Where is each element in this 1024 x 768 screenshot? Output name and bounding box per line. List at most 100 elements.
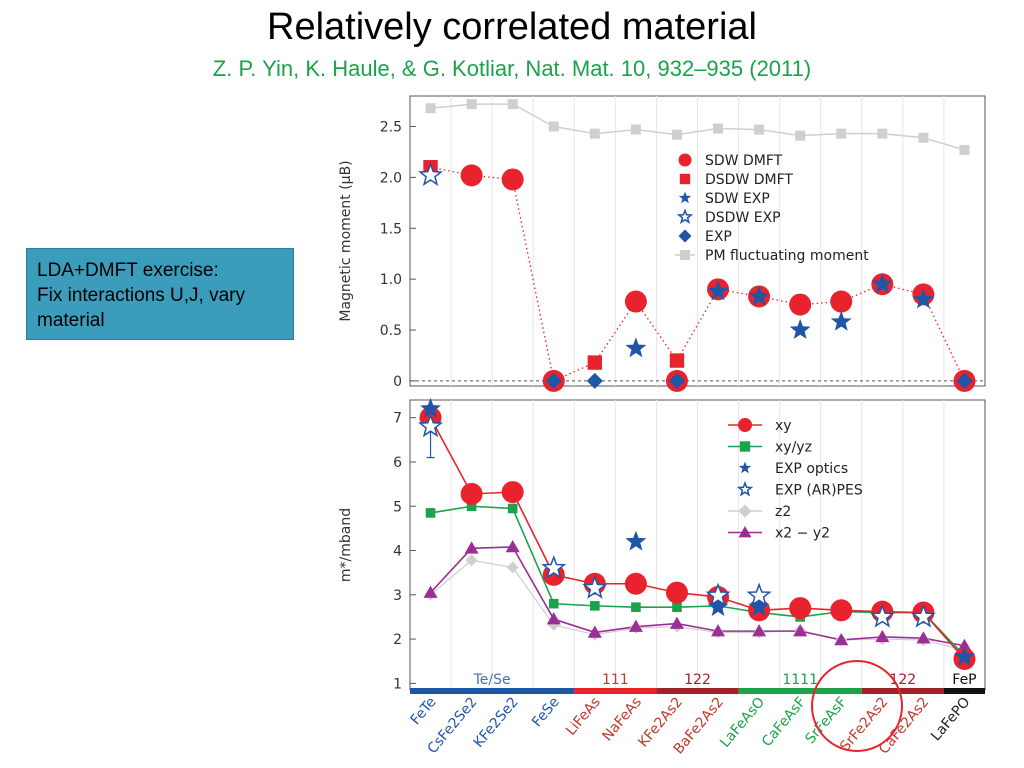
group-label: FeP [952,672,976,688]
group-bar [861,688,944,694]
moment-point-square [587,355,603,370]
mass-point-star-open [910,603,936,628]
mass-point-triangle [505,539,520,553]
mass-ytick-label: 3 [393,588,402,604]
legend-marker-diamond [678,229,692,243]
moment-point-square-line [425,103,436,114]
mass-point-triangle [546,612,561,625]
mass-point-star-open [541,555,567,579]
group-label: 122 [684,672,711,688]
mass-point-triangle [875,629,890,643]
mass-point-star [420,397,441,418]
legend-marker-diamond-line [738,504,752,518]
moment-point-square-line [918,132,929,143]
mass-point-triangle [957,638,972,651]
mass-point-square [631,602,641,613]
mass-ytick-label: 7 [393,411,402,427]
mass-point-square [507,503,518,514]
mass-ytick-label: 5 [393,499,402,515]
mass-point-square [590,601,600,611]
legend-entry: DSDW EXP [705,210,781,226]
group-bar [943,688,985,694]
legend-marker-circle [678,153,692,167]
legend-marker-square-line [680,250,690,260]
series-line-triangle [429,546,965,647]
mass-point-triangle [711,624,726,637]
mass-ytick-label: 1 [393,676,402,692]
moment-point-star [789,319,811,339]
mass-point-star [748,596,770,617]
group-bar [410,688,575,694]
legend-entry: x2 − y2 [775,526,830,542]
legend-marker-star [738,461,752,474]
moment-point-star [912,288,934,309]
mass-point-circle [624,572,647,595]
mass-point-star-open [418,413,444,438]
moment-ytick-label: 2.0 [380,170,402,186]
dmft-dotted-link [430,166,966,382]
moment-point-square-line [836,128,847,139]
moment-point-square-line [959,144,970,155]
group-label: 1111 [782,672,818,688]
legend-entry: EXP (AR)PES [775,483,863,499]
highlight-circle [811,660,903,752]
mass-point-star [625,530,647,551]
note-line: LDA+DMFT exercise: [37,260,219,281]
legend-entry: SDW DMFT [705,153,783,169]
moment-point-square-line [671,129,682,140]
chart-figure: 0 0.5 1.0 1.5 2.0 2.5 Magnetic moment (μB) SDW … [338,95,986,757]
slide-title: Relatively correlated material [267,6,757,48]
material-axis: Te/Se 111 122 1111 122 FePFeTeCsFe2Se2KFe2Se2… [408,672,985,757]
moment-point-star [625,337,647,358]
mass-point-star [954,645,975,666]
legend-marker-circle [738,418,752,432]
legend-marker-triangle [738,526,752,538]
mass-ytick-label: 6 [393,455,402,471]
moment-point-circle [830,290,853,313]
moment-point-square-line [507,99,518,110]
note-line: material [37,310,105,331]
legend-entry: xy [775,418,792,434]
mass-ytick-label: 4 [393,544,402,560]
legend-entry: PM fluctuating moment [705,248,869,264]
moment-point-square-line [754,124,765,135]
mass-point-star-open [705,582,731,607]
group-bar [656,688,739,694]
moment-point-square-line [548,121,559,132]
moment-point-square-line [466,99,477,110]
moment-point-square [669,353,685,368]
group-label: Te/Se [473,672,511,688]
moment-ytick-label: 1.0 [380,272,402,288]
moment-point-star [748,285,770,306]
moment-ytick-label: 0 [393,374,402,390]
moment-point-square-line [795,130,806,141]
mass-point-circle [789,597,812,620]
mass-point-star [707,596,729,617]
note-line: Fix interactions U,J, vary [37,285,245,306]
legend-marker-star [678,191,692,204]
moment-point-circle [789,293,812,316]
pm-moment-line [430,103,965,151]
mass-ytick-label: 2 [393,632,402,648]
group-bar [574,688,657,694]
moment-point-diamond [545,372,562,389]
legend-marker-square [739,441,751,452]
legend-entry: z2 [775,504,791,520]
mass-point-square [425,508,436,518]
mass-point-triangle [916,631,931,644]
mass-point-square [466,501,477,512]
group-label: 111 [602,672,629,688]
moment-point-star [707,280,729,301]
mass-ylabel: m*/mband [338,508,354,582]
legend-entry: xy/yz [775,440,812,456]
moment-point-square-line [589,128,600,139]
citation: Z. P. Yin, K. Haule, & G. Kotliar, Nat. … [212,56,812,81]
mass-point-triangle [793,624,808,637]
mass-point-triangle [834,632,849,646]
legend-marker-square [679,173,691,185]
legend-entry: EXP optics [775,461,848,477]
mass-point-triangle [587,625,602,638]
moment-ylabel: Magnetic moment (μB) [338,160,354,321]
group-bar [738,688,862,694]
legend-marker-star-open [676,208,694,225]
